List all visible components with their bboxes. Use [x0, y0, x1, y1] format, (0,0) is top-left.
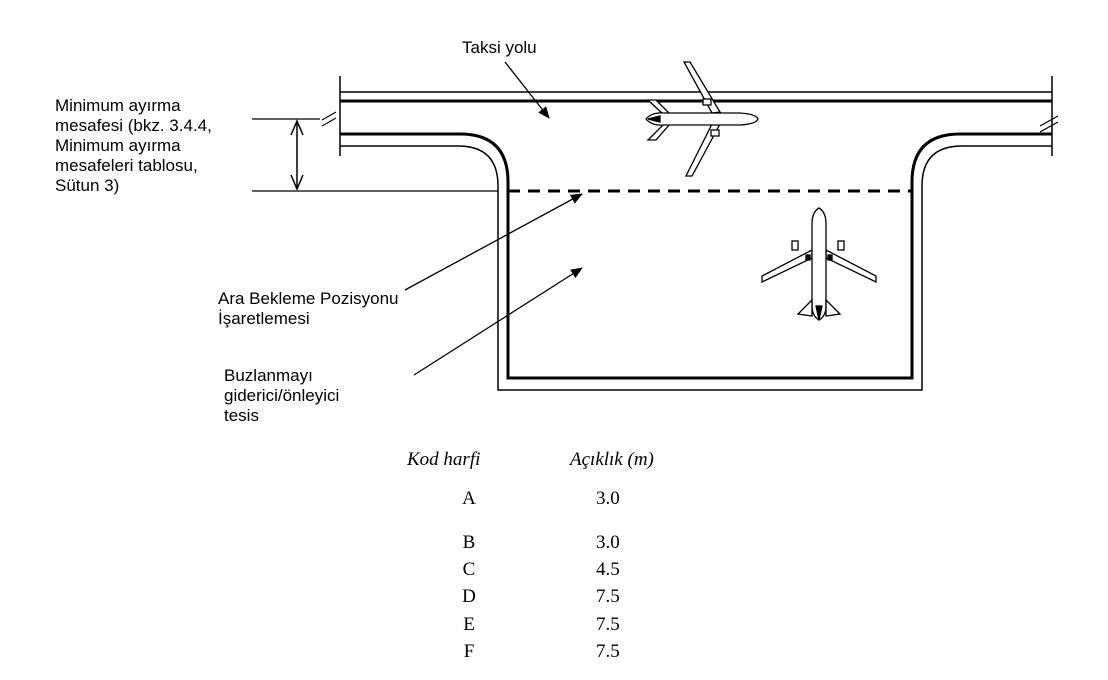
table-cell-code: B: [462, 532, 476, 553]
deicing-facility-label-line: Buzlanmayı: [224, 366, 313, 385]
separation-label-line: mesafesi (bkz. 3.4.4,: [55, 116, 212, 135]
table-cell-clearance: 7.5: [596, 614, 620, 635]
table-cell-clearance: 4.5: [596, 559, 620, 580]
table-cell-code: F: [463, 641, 475, 662]
taxiway-bottom-inner-edge-left: [340, 132, 1052, 380]
holding-position-label-line: İşaretlemesi: [218, 309, 310, 328]
separation-label-line: mesafeleri tablosu,: [55, 156, 198, 175]
holding-position-label-line: Ara Bekleme Pozisyonu: [218, 289, 399, 308]
aircraft-pad-icon: [761, 207, 877, 321]
deicing-pad-outer-edge: [340, 145, 1052, 391]
table-cell-code: D: [462, 586, 476, 607]
separation-arrowhead-up: [290, 119, 304, 136]
separation-label: Minimum ayırma mesafesi (bkz. 3.4.4, Min…: [55, 96, 212, 196]
table-cell-clearance: 7.5: [596, 586, 620, 607]
table-cell-clearance: 7.5: [596, 641, 620, 662]
table-cell-code: A: [462, 488, 476, 509]
separation-label-line: Minimum ayırma: [55, 136, 181, 155]
aircraft-taxiway-icon: [645, 61, 759, 177]
deicing-facility-label: Buzlanmayı giderici/önleyici tesis: [224, 366, 339, 426]
taxiway-label: Taksi yolu: [462, 38, 537, 57]
taxiway-left-break-mark: [321, 111, 337, 127]
taxiway-leader-arrow: [504, 61, 550, 119]
holding-position-leader-arrow: [404, 193, 583, 291]
table-cell-clearance: 3.0: [596, 488, 620, 509]
table-cell-clearance: 3.0: [596, 532, 620, 553]
holding-position-label: Ara Bekleme Pozisyonu İşaretlemesi: [218, 289, 398, 329]
separation-arrowhead-down: [290, 174, 304, 191]
separation-label-line: Minimum ayırma: [55, 96, 181, 115]
table-header-clearance: Açıklık (m): [570, 449, 654, 470]
taxiway-right-break-mark: [1039, 115, 1059, 133]
table-cell-code: C: [462, 559, 476, 580]
deicing-facility-leader-arrow: [413, 267, 583, 376]
separation-label-line: Sütun 3): [55, 176, 120, 195]
deicing-facility-label-line: tesis: [224, 406, 259, 425]
table-cell-code: E: [463, 614, 475, 635]
deicing-facility-label-line: giderici/önleyici: [224, 386, 340, 405]
table-header-code: Kod harfi: [407, 449, 481, 470]
